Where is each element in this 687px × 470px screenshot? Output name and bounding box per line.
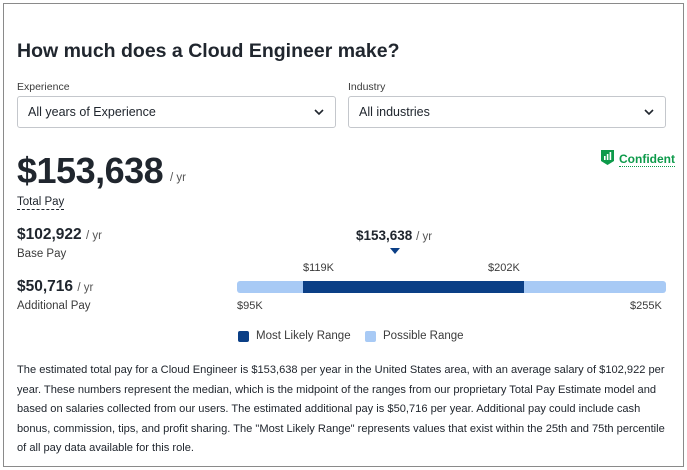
page-title: How much does a Cloud Engineer make? xyxy=(17,40,400,62)
median-marker-value: $153,638 xyxy=(356,228,413,243)
experience-select-value: All years of Experience xyxy=(28,105,156,119)
legend-likely-swatch xyxy=(238,331,249,342)
legend-possible-label: Possible Range xyxy=(383,330,464,342)
total-pay-amount: $153,638 xyxy=(17,150,164,191)
chevron-down-icon xyxy=(644,109,654,116)
additional-pay-label: Additional Pay xyxy=(17,300,91,312)
possible-low-label: $95K xyxy=(237,300,263,312)
median-marker-label: $153,638 / yr xyxy=(356,228,432,243)
total-pay-unit: / yr xyxy=(170,172,186,184)
additional-pay-unit: / yr xyxy=(77,282,94,294)
total-pay-label[interactable]: Total Pay xyxy=(17,196,65,210)
pay-description: The estimated total pay for a Cloud Engi… xyxy=(17,364,665,454)
experience-label: Experience xyxy=(17,81,70,93)
likely-range-bar xyxy=(303,281,524,293)
chevron-down-icon xyxy=(314,109,324,116)
possible-high-label: $255K xyxy=(630,300,662,312)
base-pay-label: Base Pay xyxy=(17,248,67,260)
industry-select[interactable]: All industries xyxy=(348,96,666,128)
legend-possible-swatch xyxy=(365,331,376,342)
experience-select[interactable]: All years of Experience xyxy=(17,96,336,128)
confidence-label: Confident xyxy=(619,152,675,167)
industry-label: Industry xyxy=(348,81,386,93)
base-pay-value: $102,922 xyxy=(17,226,82,243)
bar-chart-icon xyxy=(601,150,614,165)
median-marker-triangle xyxy=(390,248,400,254)
median-marker-unit: / yr xyxy=(416,231,433,243)
additional-pay-value: $50,716 xyxy=(17,278,74,295)
likely-high-label: $202K xyxy=(488,262,520,274)
industry-select-value: All industries xyxy=(359,105,430,119)
likely-low-label: $119K xyxy=(303,262,334,274)
legend-likely-label: Most Likely Range xyxy=(256,330,351,342)
base-pay-amount: $102,922 / yr xyxy=(17,226,102,244)
base-pay-unit: / yr xyxy=(85,230,102,242)
salary-card: How much does a Cloud Engineer make? Exp… xyxy=(3,3,684,467)
additional-pay-amount: $50,716 / yr xyxy=(17,278,93,296)
